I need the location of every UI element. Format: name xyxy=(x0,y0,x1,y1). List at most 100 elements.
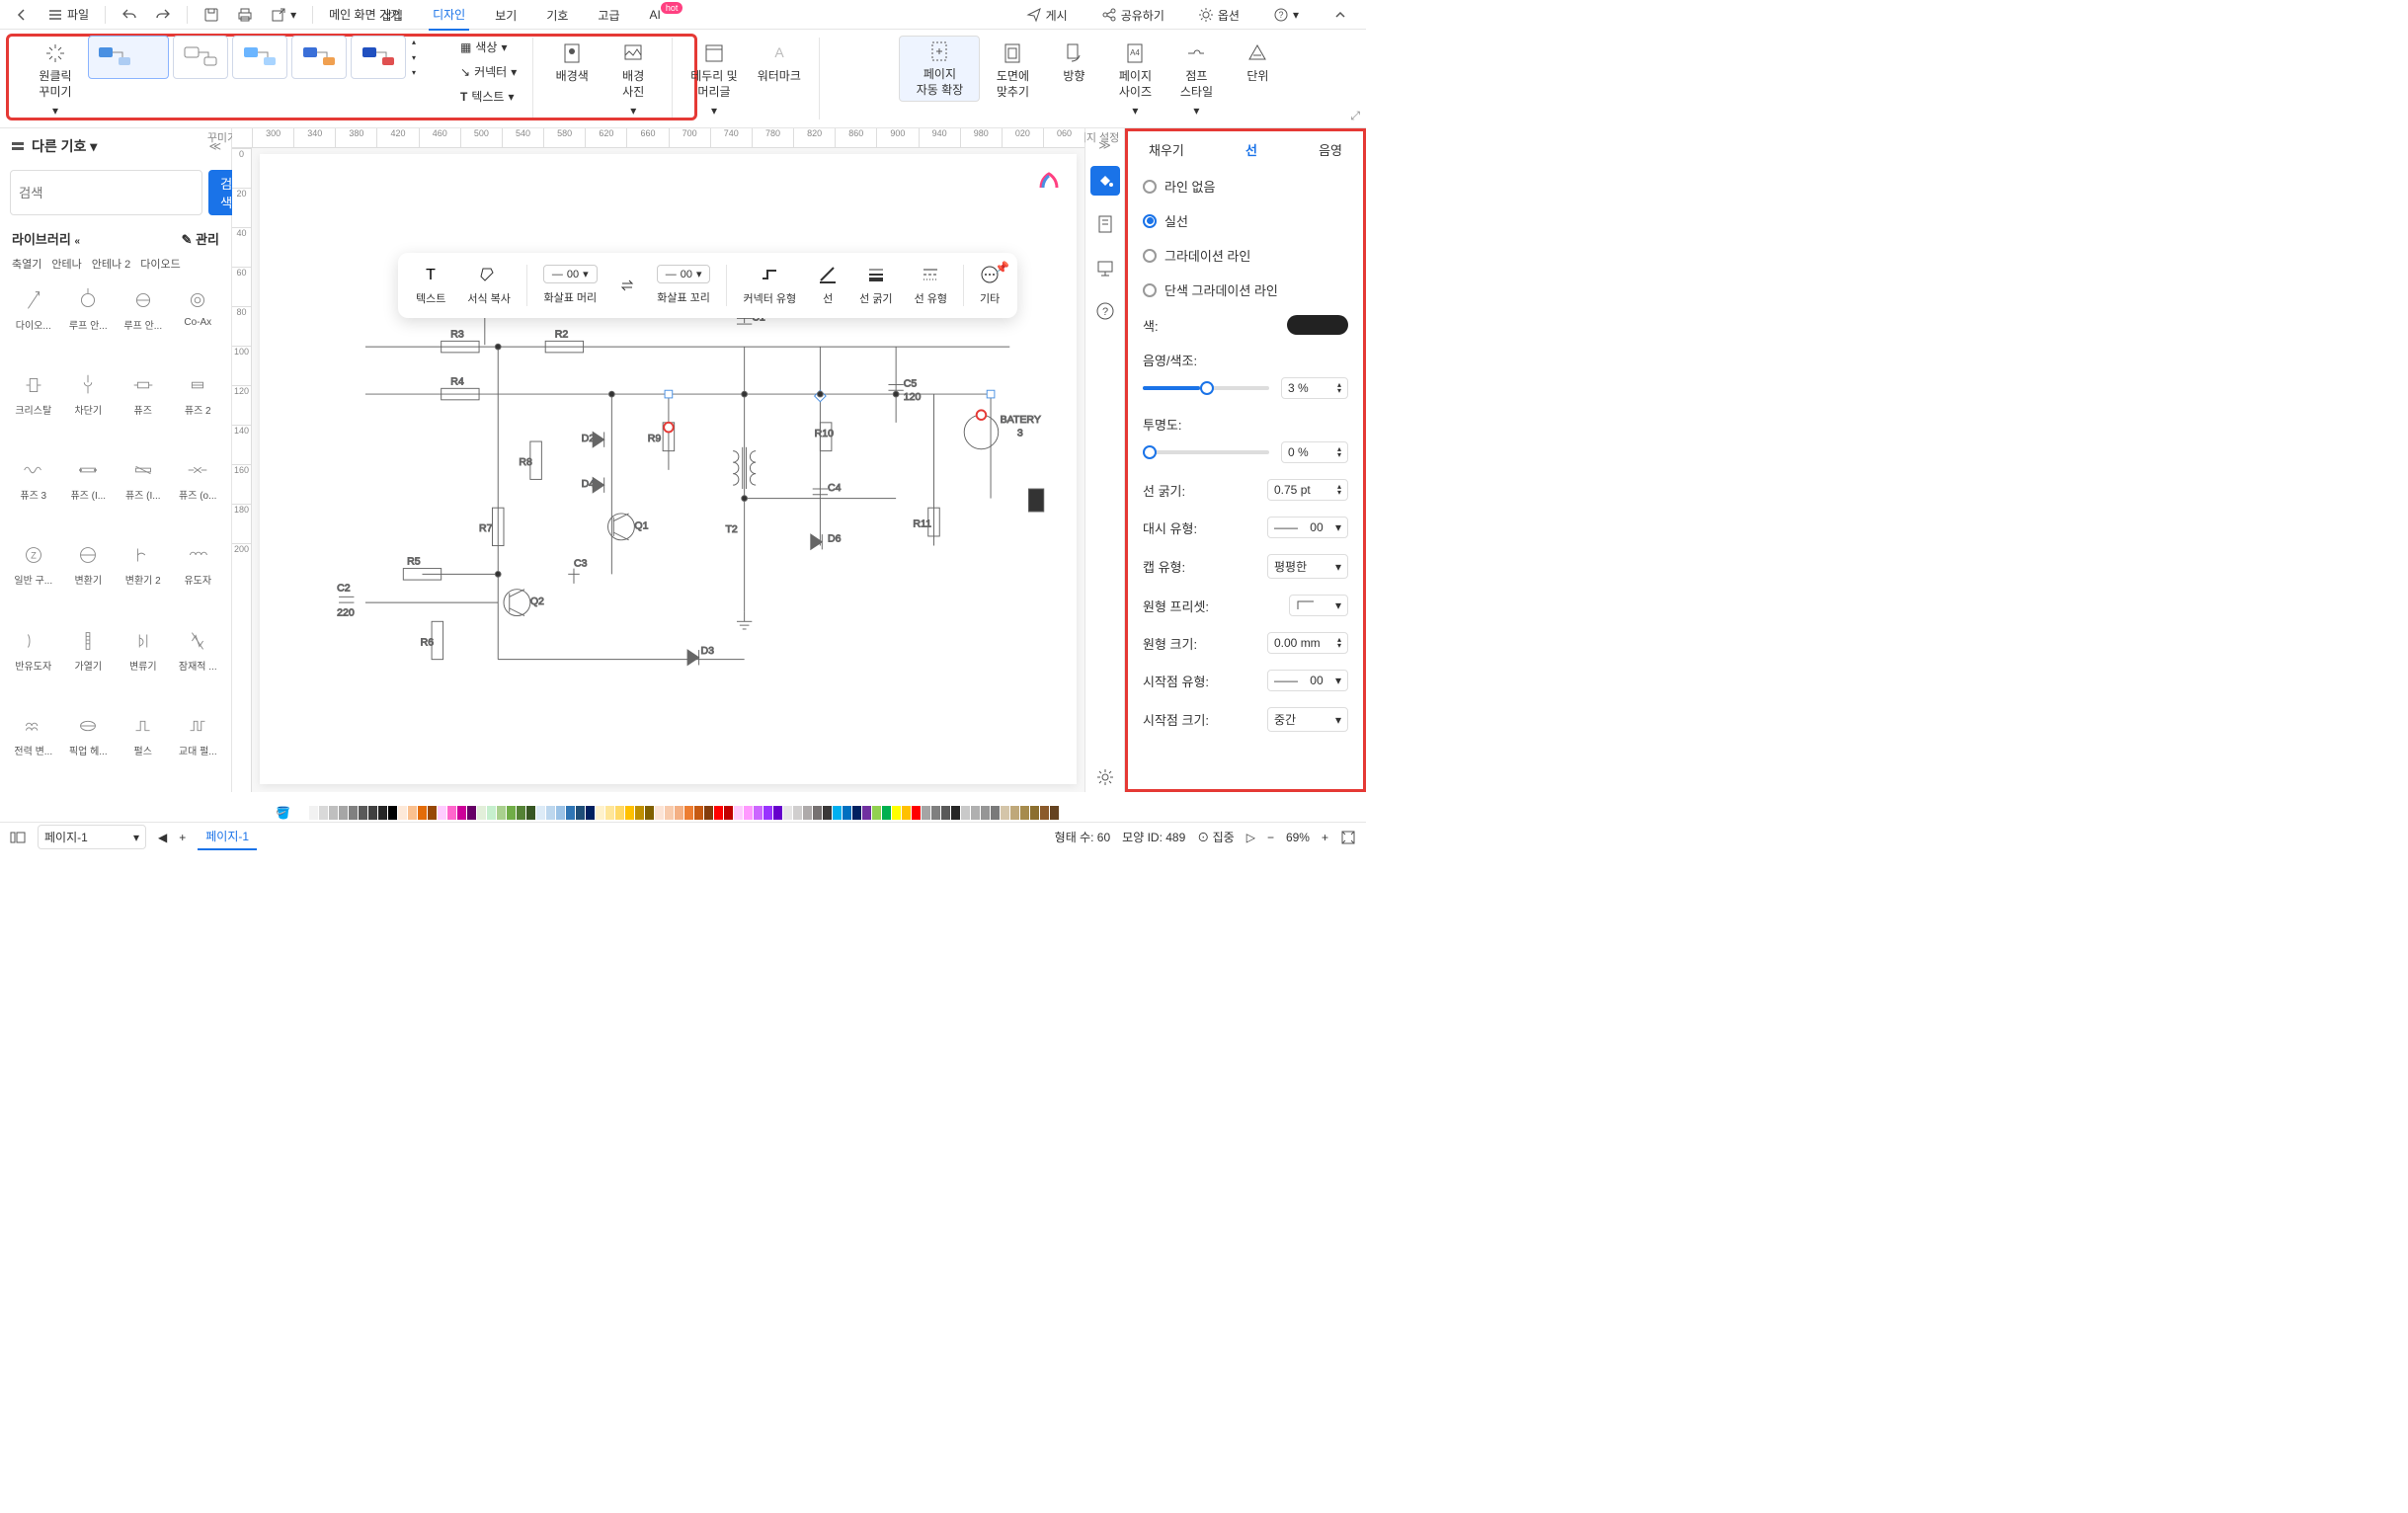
opacity-value[interactable]: 0 %▴▾ xyxy=(1281,441,1348,463)
color-swatch-item[interactable] xyxy=(1050,806,1059,820)
ft-format-copy[interactable]: 서식 복사 xyxy=(457,261,521,310)
color-swatch-item[interactable] xyxy=(862,806,871,820)
library-item[interactable]: 루프 안... xyxy=(118,281,169,362)
lib-tab[interactable]: 다이오드 xyxy=(140,256,180,272)
manage-button[interactable]: ✎ 관리 xyxy=(182,229,219,248)
color-swatch-item[interactable] xyxy=(546,806,555,820)
library-item[interactable]: 퓨즈 3 xyxy=(8,451,59,532)
tab-design[interactable]: 디자인 xyxy=(429,0,469,31)
color-swatch-item[interactable] xyxy=(892,806,901,820)
collapse-ribbon-button[interactable] xyxy=(1326,4,1354,26)
color-swatch-item[interactable] xyxy=(1030,806,1039,820)
ribbon-expand-icon[interactable]: ⤢ xyxy=(1350,109,1360,123)
color-swatch-item[interactable] xyxy=(299,806,308,820)
library-item[interactable]: 루프 안... xyxy=(63,281,115,362)
library-item[interactable]: Co-Ax xyxy=(173,281,224,362)
color-swatch-item[interactable] xyxy=(388,806,397,820)
rail-help-icon[interactable]: ? xyxy=(1090,296,1120,326)
color-swatch-item[interactable] xyxy=(645,806,654,820)
ft-text[interactable]: T텍스트 xyxy=(406,261,455,310)
color-swatch-item[interactable] xyxy=(1001,806,1009,820)
color-swatch-item[interactable] xyxy=(823,806,832,820)
color-swatch[interactable] xyxy=(1287,315,1348,335)
pp-tab-fill[interactable]: 채우기 xyxy=(1149,140,1184,159)
shade-slider[interactable] xyxy=(1143,386,1269,390)
ft-line[interactable]: 선 xyxy=(808,261,847,310)
rail-page-icon[interactable] xyxy=(1090,209,1120,239)
color-swatch-item[interactable] xyxy=(576,806,585,820)
color-swatch-item[interactable] xyxy=(991,806,1000,820)
page-dropdown[interactable]: 페이지-1▾ xyxy=(38,825,146,849)
print-button[interactable] xyxy=(231,4,259,26)
paintbucket-icon[interactable]: 🪣 xyxy=(276,806,290,820)
color-swatch-item[interactable] xyxy=(1040,806,1049,820)
jumpstyle-button[interactable]: 점프 스타일▾ xyxy=(1167,36,1225,125)
autoexpand-button[interactable]: 페이지 자동 확장 xyxy=(899,36,980,102)
color-swatch-item[interactable] xyxy=(615,806,624,820)
ft-line-width[interactable]: 선 굵기 xyxy=(849,261,902,310)
shape-preset-3[interactable] xyxy=(232,36,287,79)
rail-fill-icon[interactable] xyxy=(1090,166,1120,196)
library-item[interactable]: 반유도자 xyxy=(8,622,59,703)
library-item[interactable]: 펄스 xyxy=(118,707,169,788)
library-item[interactable]: 교대 펄... xyxy=(173,707,224,788)
ft-swap[interactable] xyxy=(609,261,645,310)
color-swatch-item[interactable] xyxy=(763,806,772,820)
menu-button[interactable]: 파일 xyxy=(41,3,95,26)
tab-insert[interactable]: 삽입 xyxy=(377,1,407,30)
ft-line-type[interactable]: 선 유형 xyxy=(905,261,957,310)
color-swatch-item[interactable] xyxy=(872,806,881,820)
text-menu[interactable]: T 텍스트 ▾ xyxy=(454,85,521,108)
tab-advanced[interactable]: 고급 xyxy=(594,1,623,30)
color-swatch-item[interactable] xyxy=(477,806,486,820)
tab-symbol[interactable]: 기호 xyxy=(542,1,572,30)
color-swatch-item[interactable] xyxy=(931,806,940,820)
color-swatch-item[interactable] xyxy=(793,806,802,820)
opacity-slider[interactable] xyxy=(1143,450,1269,454)
rail-presentation-icon[interactable] xyxy=(1090,253,1120,282)
library-item[interactable]: 가열기 xyxy=(63,622,115,703)
color-swatch-item[interactable] xyxy=(1010,806,1019,820)
ft-arrow-tail[interactable]: — 00 ▾화살표 꼬리 xyxy=(647,261,721,310)
connector-menu[interactable]: ↘ 커넥터 ▾ xyxy=(454,60,522,83)
lib-tab[interactable]: 안테나 xyxy=(51,256,81,272)
library-item[interactable]: 변환기 xyxy=(63,536,115,617)
color-swatch-item[interactable] xyxy=(803,806,812,820)
library-item[interactable]: 전력 변... xyxy=(8,707,59,788)
direction-button[interactable]: 방향 xyxy=(1045,36,1102,91)
layout-icon[interactable] xyxy=(10,830,26,845)
shape-preset-5[interactable] xyxy=(351,36,406,79)
color-swatch-item[interactable] xyxy=(447,806,456,820)
pp-tab-line[interactable]: 선 xyxy=(1245,140,1257,159)
roundsize-value[interactable]: 0.00 mm▴▾ xyxy=(1267,632,1348,654)
color-swatch-item[interactable] xyxy=(507,806,516,820)
library-item[interactable]: Z일반 구... xyxy=(8,536,59,617)
pin-icon[interactable]: 📌 xyxy=(995,261,1009,275)
other-symbols-dropdown[interactable]: 다른 기호 ▾ xyxy=(32,136,97,156)
library-item[interactable]: 크리스탈 xyxy=(8,366,59,447)
publish-button[interactable]: 게시 xyxy=(1020,4,1074,27)
color-swatch-item[interactable] xyxy=(457,806,466,820)
color-swatch-item[interactable] xyxy=(1020,806,1029,820)
ft-arrow-head[interactable]: — 00 ▾화살표 머리 xyxy=(533,261,607,310)
pagesize-button[interactable]: A4페이지 사이즈▾ xyxy=(1106,36,1164,125)
color-swatch-item[interactable] xyxy=(566,806,575,820)
library-item[interactable]: 퓨즈 2 xyxy=(173,366,224,447)
library-item[interactable]: 퓨즈 (I... xyxy=(63,451,115,532)
undo-button[interactable] xyxy=(116,4,143,26)
library-item[interactable]: 픽업 헤... xyxy=(63,707,115,788)
export-button[interactable]: ▾ xyxy=(265,4,302,26)
color-swatch-item[interactable] xyxy=(635,806,644,820)
prev-page-button[interactable]: ◀ xyxy=(158,831,167,844)
tab-ai[interactable]: AIhot xyxy=(646,2,687,28)
color-swatch-item[interactable] xyxy=(951,806,960,820)
library-item[interactable]: 퓨즈 (I... xyxy=(118,451,169,532)
color-swatch-item[interactable] xyxy=(694,806,703,820)
color-swatch-item[interactable] xyxy=(684,806,693,820)
line-none-radio[interactable]: 라인 없음 xyxy=(1139,169,1352,203)
color-swatch-item[interactable] xyxy=(605,806,614,820)
rail-settings-icon[interactable] xyxy=(1090,762,1120,792)
library-item[interactable]: 변류기 xyxy=(118,622,169,703)
color-swatch-item[interactable] xyxy=(922,806,930,820)
color-swatch-item[interactable] xyxy=(625,806,634,820)
